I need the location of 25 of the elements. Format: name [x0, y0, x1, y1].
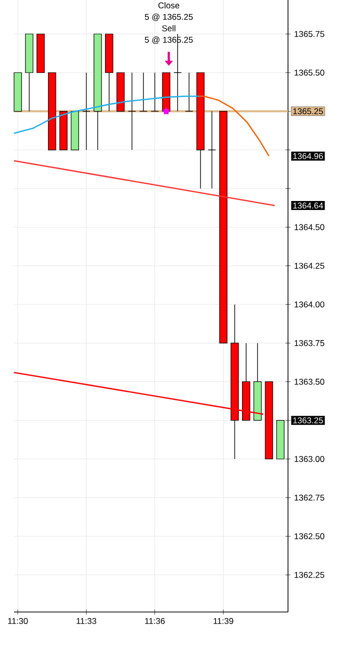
- x-tick-label: 11:36: [145, 618, 165, 624]
- y-tick-label: 1364.25: [294, 262, 324, 269]
- text: 1364.96: [293, 153, 323, 160]
- line-series: [13, 96, 200, 134]
- x-tick-label: 11:30: [8, 618, 28, 624]
- y-tick-label: 1364.50: [294, 224, 324, 230]
- candlestick: [208, 110, 216, 189]
- y-tick-label: 1365.75: [294, 31, 324, 37]
- y-tick-label: 1363.00: [294, 456, 324, 462]
- text: 1364.64: [293, 202, 324, 209]
- annotation: Sell: [162, 25, 176, 32]
- ref-line-label: 1365.25: [293, 108, 323, 114]
- y-tick-label: 1363.75: [294, 340, 324, 346]
- annotation: Close: [158, 2, 180, 8]
- text: 1363.25: [293, 417, 323, 424]
- x-tick-label: 11:33: [76, 618, 96, 624]
- line-series: [198, 96, 270, 157]
- annotation: 5 @ 1365.25: [144, 14, 193, 21]
- y-tick-label: 1365.50: [294, 70, 324, 76]
- x-tick-label: 11:39: [214, 618, 234, 624]
- y-tick-label: 1364.00: [294, 301, 324, 308]
- y-tick-label: 1362.25: [294, 572, 324, 578]
- y-tick-label: 1362.75: [294, 494, 324, 501]
- y-tick-label: 1362.50: [294, 533, 324, 540]
- y-tick-label: 1363.50: [294, 378, 324, 385]
